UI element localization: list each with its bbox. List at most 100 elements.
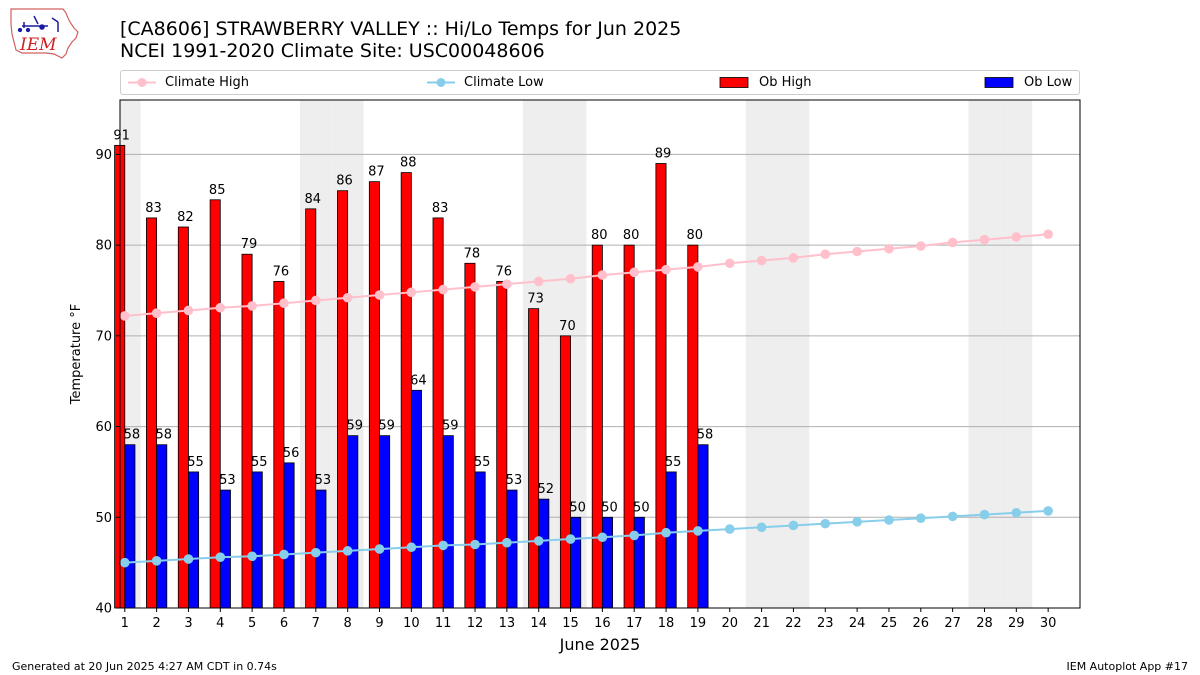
ob-low-data-label: 50 [633, 500, 650, 515]
climate-high-point [979, 234, 990, 245]
ob-low-data-label: 64 [410, 373, 427, 388]
climate-low-point [915, 513, 926, 523]
climate-high-point [724, 258, 735, 269]
climate-low-point [533, 536, 544, 546]
climate-high-point [597, 270, 608, 280]
ob-low-data-label: 59 [346, 419, 363, 434]
ob-low-data-label: 55 [474, 455, 491, 470]
climate-low-point [183, 554, 194, 564]
x-tick-label: 7 [312, 616, 320, 631]
ob-high-data-label: 76 [495, 264, 512, 279]
climate-low-point [597, 532, 608, 543]
climate-high-point [820, 249, 831, 260]
ob-low-bar [506, 489, 518, 609]
climate-low-point [119, 557, 130, 568]
ob-high-data-label: 89 [655, 147, 672, 162]
climate-low-point [661, 527, 671, 538]
x-tick-label: 15 [562, 616, 579, 631]
climate-high-point [756, 255, 767, 266]
climate-low-point [629, 530, 640, 541]
x-tick-label: 29 [1008, 616, 1025, 631]
climate-high-point [215, 302, 226, 313]
ob-high-bar [464, 262, 476, 609]
x-tick-label: 28 [976, 616, 993, 631]
x-tick-label: 13 [499, 616, 516, 631]
ob-high-data-label: 86 [336, 174, 353, 189]
legend-item-ob-high: Ob High [719, 71, 869, 94]
ob-high-bar [655, 163, 667, 609]
ob-low-data-label: 52 [538, 482, 555, 497]
x-tick-label: 16 [594, 616, 611, 631]
climate-low-point [979, 509, 990, 520]
ob-low-bar [251, 471, 263, 609]
ob-high-bar [559, 335, 571, 609]
ob-high-data-label: 79 [241, 237, 258, 252]
x-tick-label: 22 [785, 616, 802, 631]
ob-low-data-label: 53 [506, 473, 523, 488]
x-tick-label: 5 [248, 616, 256, 631]
ob-low-bar [379, 435, 391, 609]
x-tick-label: 10 [403, 616, 420, 631]
ob-low-data-label: 55 [187, 455, 204, 470]
x-tick-label: 17 [626, 616, 643, 631]
ob-low-data-label: 58 [697, 428, 714, 443]
ob-low-data-label: 53 [219, 473, 236, 488]
x-tick-label: 1 [121, 616, 129, 631]
climate-low-point [884, 515, 894, 525]
x-tick-label: 23 [817, 616, 834, 631]
x-axis-label: June 2025 [559, 635, 641, 654]
ob-low-data-label: 50 [601, 500, 618, 515]
x-tick-label: 21 [753, 616, 770, 631]
legend-item-ob-low: Ob Low [984, 71, 1078, 94]
climate-low-point [470, 539, 480, 550]
climate-low-point [151, 556, 162, 566]
ob-high-data-label: 91 [113, 128, 130, 143]
y-tick-label: 50 [95, 511, 112, 526]
climate-low-point [947, 511, 958, 522]
climate-low-line [124, 509, 1049, 564]
ob-high-data-label: 83 [145, 201, 162, 216]
x-tick-label: 9 [375, 616, 383, 631]
x-tick-label: 14 [530, 616, 547, 631]
x-tick-label: 11 [435, 616, 452, 631]
weekend-band-22 [777, 100, 810, 608]
climate-low-point [311, 547, 321, 558]
climate-low-point [565, 534, 576, 544]
ob-low-bar [156, 444, 168, 609]
legend-label-climate-low: Climate Low [464, 75, 544, 90]
climate-low-point [820, 518, 831, 529]
climate-high-point [183, 305, 194, 316]
ob-low-bar [538, 498, 550, 609]
x-tick-label: 6 [280, 616, 288, 631]
chart-subtitle: NCEI 1991-2020 Climate Site: USC00048606 [120, 40, 545, 62]
climate-high-point [788, 253, 799, 263]
ob-high-bar [496, 281, 508, 609]
climate-low-point [215, 552, 226, 562]
ob-high-bar [623, 244, 635, 609]
ob-high-data-label: 82 [177, 210, 194, 225]
ob-high-data-label: 80 [687, 228, 704, 243]
x-tick-label: 3 [184, 616, 192, 631]
ob-high-bar [368, 181, 380, 609]
ob-low-bar [570, 516, 582, 609]
weekend-band-28 [968, 100, 1001, 608]
ob-high-data-label: 80 [591, 228, 608, 243]
ob-low-bar [601, 516, 613, 609]
climate-low-point [693, 526, 703, 536]
x-tick-label: 25 [881, 616, 898, 631]
x-tick-label: 12 [467, 616, 484, 631]
legend-label-ob-high: Ob High [759, 75, 812, 90]
app-credit: IEM Autoplot App #17 [1066, 660, 1189, 673]
climate-low-line-marker-icon [427, 78, 455, 87]
y-tick-label: 70 [95, 329, 112, 344]
ob-low-bar [219, 489, 231, 609]
legend: Climate High Climate Low Ob High Ob Low [120, 70, 1080, 95]
ob-high-data-label: 84 [304, 192, 321, 207]
x-tick-label: 20 [721, 616, 738, 631]
ob-high-data-label: 83 [432, 201, 449, 216]
climate-high-point [374, 290, 385, 300]
ob-high-bar [591, 244, 603, 609]
climate-low-point [724, 524, 735, 534]
x-tick-label: 18 [658, 616, 675, 631]
climate-high-point [947, 237, 958, 248]
